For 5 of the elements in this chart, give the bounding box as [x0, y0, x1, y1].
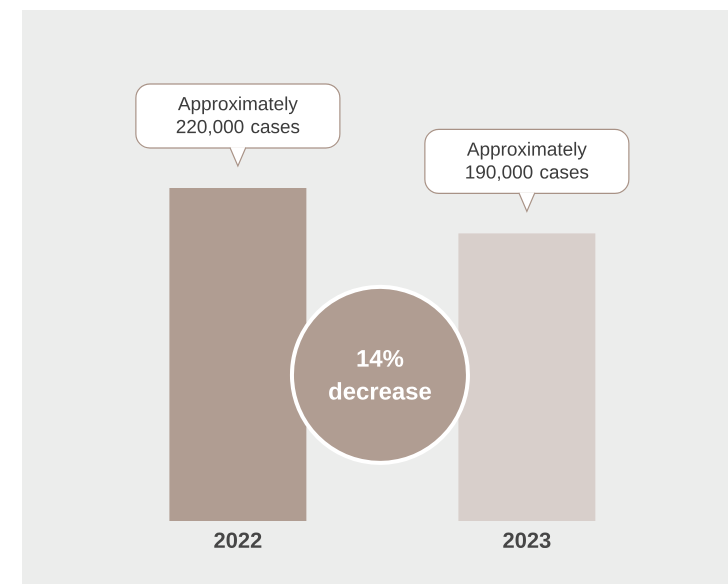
annotation: 14% decrease — [329, 350, 431, 400]
x-tick-label: 2022 — [214, 532, 262, 548]
x-tick-label: 2023 — [503, 532, 550, 548]
data-label: Approximately 220,000 cases — [176, 96, 300, 136]
data-label: Approximately 190,000 cases — [466, 142, 588, 181]
